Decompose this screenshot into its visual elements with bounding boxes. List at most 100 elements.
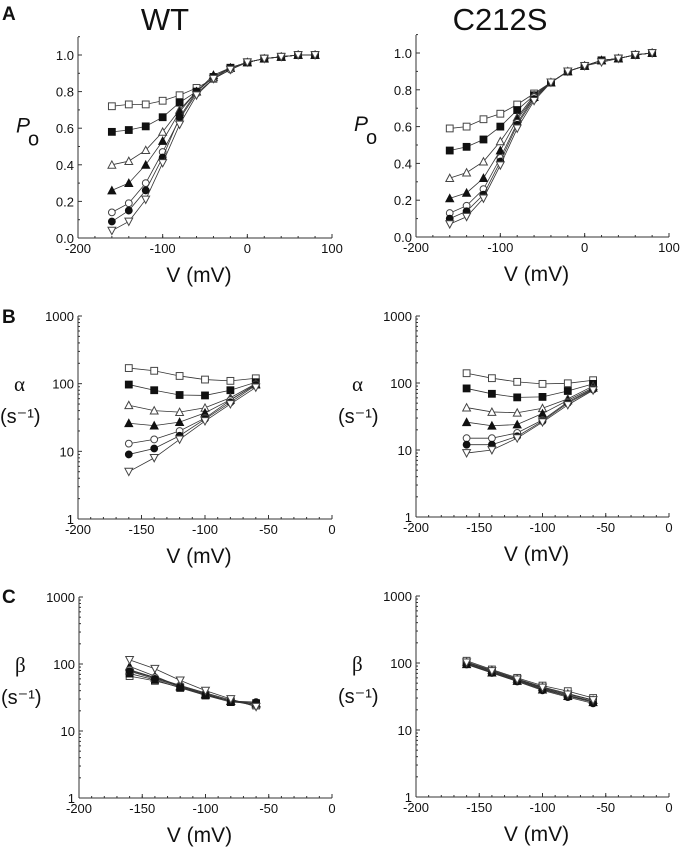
- plot-b-wt: -200 -150 -100 -50 0 1 10 100 1000 V (mV) α (s⁻¹): [0, 309, 336, 568]
- y-tick-label: 10: [398, 443, 412, 458]
- plot-a-wt: -200 -100 0 100 0.0 0.2 0.4 0.6 0.8 1.0 V (mV) Po: [16, 36, 343, 287]
- data-point: [107, 102, 116, 111]
- data-point: [125, 667, 134, 676]
- data-point: [259, 54, 270, 64]
- x-axis-label: V (mV): [504, 263, 569, 286]
- data-point: [174, 417, 185, 427]
- series-filled-triangle: [461, 382, 598, 430]
- data-point: [200, 686, 211, 696]
- data-point: [107, 226, 117, 236]
- series-line: [129, 673, 257, 704]
- series-open-circle: [445, 49, 657, 217]
- data-point: [563, 387, 572, 395]
- x-tick-label: 0: [665, 520, 672, 535]
- data-point: [174, 120, 185, 130]
- series-line: [466, 387, 594, 427]
- data-point: [461, 449, 472, 459]
- data-point: [461, 187, 472, 197]
- data-point: [487, 446, 497, 455]
- series-filled-circle: [125, 667, 261, 706]
- data-point: [107, 185, 117, 195]
- y-tick-label: 1: [405, 790, 412, 805]
- data-point: [478, 194, 489, 204]
- data-point: [124, 400, 134, 410]
- series-line: [128, 387, 257, 473]
- data-point: [150, 664, 160, 674]
- data-point: [513, 106, 522, 114]
- y-axis-label: α: [14, 372, 25, 396]
- data-point: [225, 400, 236, 409]
- data-point: [488, 434, 496, 443]
- data-point: [150, 386, 159, 395]
- y-tick-label: 1000: [46, 590, 75, 605]
- data-point: [444, 193, 455, 203]
- series-filled-square: [107, 51, 319, 136]
- data-point: [462, 434, 471, 443]
- series-line: [466, 389, 594, 454]
- data-point: [140, 195, 151, 205]
- x-axis-label: V (mV): [166, 264, 231, 287]
- data-point: [242, 58, 253, 68]
- series-line: [449, 52, 653, 199]
- y-tick-label: 1: [67, 512, 74, 527]
- data-point: [444, 220, 455, 230]
- x-tick-label: 0: [665, 800, 672, 815]
- y-tick-label: 0.2: [56, 194, 74, 209]
- data-point: [512, 675, 522, 685]
- y-axis-label-subscript: o: [366, 127, 377, 149]
- data-point: [124, 100, 133, 109]
- data-point: [150, 435, 159, 444]
- data-point: [124, 418, 134, 428]
- data-point: [462, 122, 471, 131]
- y-tick-label: 10: [60, 444, 74, 459]
- y-tick-label: 10: [61, 724, 75, 739]
- data-point: [150, 366, 159, 375]
- data-point: [226, 376, 235, 385]
- data-point: [293, 51, 303, 60]
- data-point: [630, 50, 641, 60]
- data-point: [462, 440, 471, 449]
- data-point: [276, 52, 286, 62]
- data-point: [488, 374, 496, 383]
- data-point: [538, 379, 547, 388]
- x-tick-label: -100: [529, 520, 555, 535]
- data-point: [487, 420, 497, 430]
- x-tick-label: -50: [596, 800, 615, 815]
- data-point: [175, 91, 184, 100]
- data-point: [149, 405, 159, 415]
- x-tick-label: -150: [128, 522, 154, 537]
- x-tick-label: 100: [658, 240, 680, 255]
- plot-c-wt: -200 -150 -100 -50 0 1 10 100 1000 V (mV) β (s⁻¹): [1, 590, 336, 847]
- data-point: [596, 58, 607, 68]
- series-line: [466, 662, 594, 701]
- series-line: [466, 389, 594, 446]
- series-open-inverted-triangle: [124, 383, 261, 477]
- y-axis-unit: (s⁻¹): [338, 686, 379, 708]
- data-point: [175, 391, 184, 399]
- series-filled-square: [124, 378, 260, 400]
- data-point: [157, 136, 168, 145]
- series-line: [466, 372, 594, 385]
- series-line: [129, 666, 257, 704]
- panel-letter-c: C: [2, 587, 16, 608]
- data-point: [149, 420, 159, 430]
- series-open-inverted-triangle: [461, 386, 598, 459]
- data-point: [140, 159, 151, 169]
- series-open-inverted-triangle: [107, 51, 320, 236]
- y-tick-label: 100: [390, 656, 412, 671]
- data-point: [461, 417, 472, 427]
- data-point: [124, 206, 133, 215]
- series-filled-triangle: [444, 48, 657, 203]
- series-line: [111, 54, 316, 133]
- y-tick-label: 1000: [45, 309, 74, 324]
- data-point: [487, 667, 497, 676]
- data-point: [588, 386, 598, 396]
- data-point: [175, 676, 185, 686]
- x-tick-label: -100: [487, 240, 513, 255]
- data-point: [512, 434, 522, 444]
- data-point: [225, 65, 236, 75]
- y-tick-label: 0.0: [394, 230, 412, 245]
- x-axis-label: V (mV): [504, 543, 569, 566]
- series-filled-triangle: [124, 661, 261, 708]
- data-point: [157, 159, 168, 168]
